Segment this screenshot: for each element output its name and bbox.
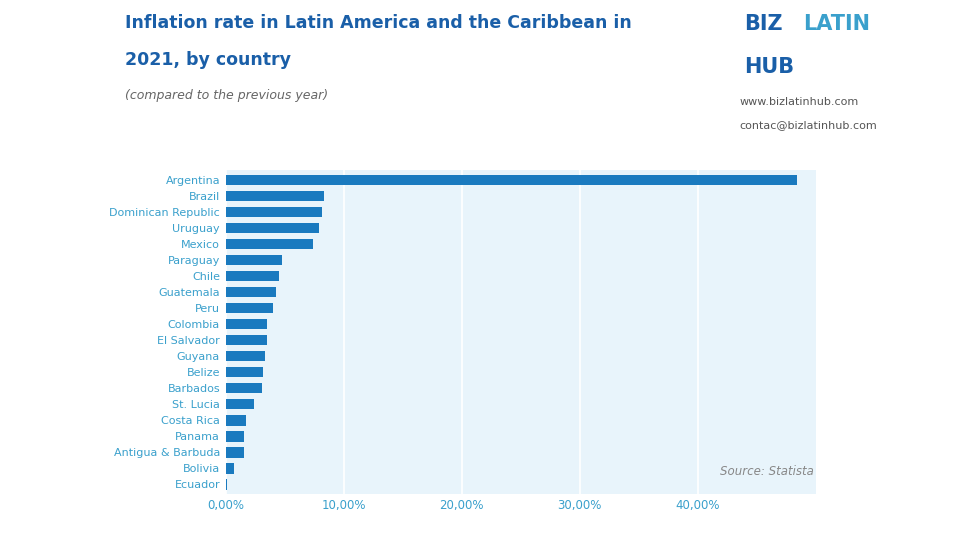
Bar xyxy=(226,319,267,329)
Bar xyxy=(226,207,323,217)
Bar xyxy=(226,174,797,185)
Bar xyxy=(226,367,263,377)
Bar xyxy=(226,383,262,394)
Bar xyxy=(226,447,244,457)
Text: Inflation rate in Latin America and the Caribbean in: Inflation rate in Latin America and the … xyxy=(125,14,632,31)
Bar xyxy=(226,415,246,426)
Text: HUB: HUB xyxy=(744,57,794,77)
Bar xyxy=(226,287,276,297)
Bar xyxy=(226,399,254,409)
Bar xyxy=(226,335,267,346)
Bar xyxy=(226,255,282,265)
Bar xyxy=(226,191,324,201)
Text: contac@bizlatinhub.com: contac@bizlatinhub.com xyxy=(739,120,876,130)
Text: (compared to the previous year): (compared to the previous year) xyxy=(125,89,328,102)
Bar xyxy=(226,351,265,361)
Text: 2021, by country: 2021, by country xyxy=(125,51,291,69)
Text: Source: Statista: Source: Statista xyxy=(720,465,814,478)
Bar xyxy=(226,271,278,281)
Bar xyxy=(226,480,228,490)
Bar xyxy=(226,222,319,233)
Text: LATIN: LATIN xyxy=(804,14,871,33)
Bar xyxy=(226,239,313,249)
Text: www.bizlatinhub.com: www.bizlatinhub.com xyxy=(739,97,858,107)
Bar xyxy=(226,431,245,442)
Text: BIZ: BIZ xyxy=(744,14,782,33)
Bar xyxy=(226,463,234,474)
Bar xyxy=(226,303,273,313)
